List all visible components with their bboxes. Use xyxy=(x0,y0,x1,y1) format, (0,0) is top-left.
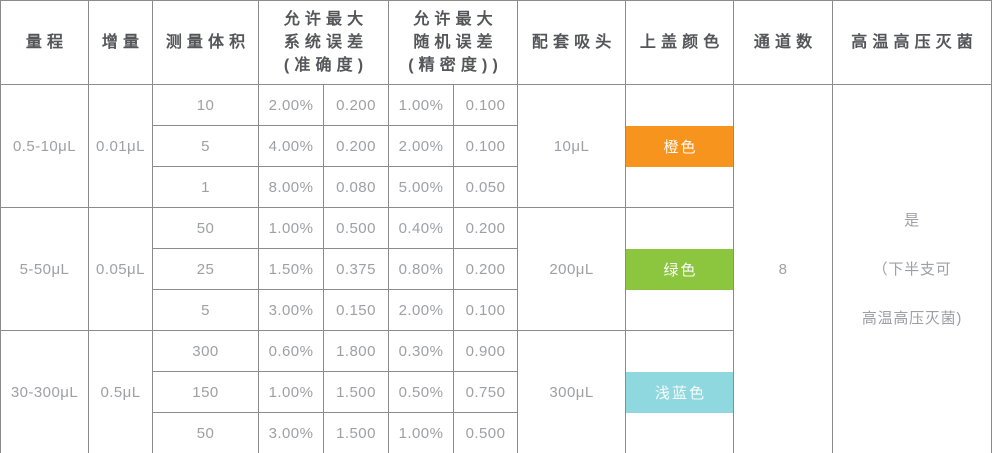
sys-error-header-line2: 系统误差 xyxy=(283,34,369,51)
cover-color-swatch-orange: 橙色 xyxy=(626,125,733,167)
rand-error-pct-cell: 5.00% xyxy=(388,166,454,208)
rand-error-abs-cell: 0.200 xyxy=(452,207,519,249)
rand-error-pct-cell: 2.00% xyxy=(388,289,454,331)
rand-error-abs-cell: 0.750 xyxy=(452,371,519,413)
increment-cell: 0.5μL xyxy=(88,330,153,453)
volume-cell: 50 xyxy=(152,412,259,453)
rand-error-header-line3: (精密度)) xyxy=(408,57,503,74)
table-row: 0.5-10μL 0.01μL 10 2.00% 0.200 1.00% 0.1… xyxy=(0,84,992,453)
rand-error-abs-cell: 0.200 xyxy=(452,248,519,290)
volume-cell: 10 xyxy=(152,84,259,126)
increment-cell: 0.01μL xyxy=(88,84,153,208)
table-row: 30-300μL 0.5μL 300 0.60% 1.800 0.30% 0.9… xyxy=(0,330,992,453)
col-header-autoclave: 高温高压灭菌 xyxy=(832,0,992,85)
autoclave-note-line2: （下半支可 xyxy=(872,260,952,278)
range-cell: 30-300μL xyxy=(0,330,89,453)
col-header-channels: 通道数 xyxy=(733,0,834,85)
rand-error-pct-cell: 0.50% xyxy=(388,371,454,413)
volume-cell: 5 xyxy=(152,125,259,167)
channels-cell: 8 xyxy=(733,84,834,453)
range-cell: 5-50μL xyxy=(0,207,89,331)
volume-cell: 25 xyxy=(152,248,259,290)
cover-color-swatch-green: 绿色 xyxy=(626,248,733,290)
col-header-sys-error: 允许最大 系统误差 (准确度) xyxy=(258,0,389,85)
rand-error-abs-cell: 0.100 xyxy=(452,125,519,167)
sys-error-abs-cell: 1.500 xyxy=(323,412,389,453)
cover-color-cell: 浅蓝色 xyxy=(625,330,735,453)
table-row: 5 4.00% 0.200 2.00% 0.100 xyxy=(1,125,992,167)
rand-error-header-line2: 随机误差 xyxy=(413,34,498,51)
sys-error-abs-cell: 0.500 xyxy=(323,207,389,249)
rand-error-abs-cell: 0.900 xyxy=(452,330,519,372)
autoclave-note-line1: 是 xyxy=(904,211,920,229)
sys-error-abs-cell: 0.200 xyxy=(323,84,389,126)
autoclave-note-line3: 高温高压灭菌) xyxy=(861,309,963,327)
sys-error-pct-cell: 3.00% xyxy=(258,412,324,453)
autoclave-note: 是 （下半支可 高温高压灭菌) xyxy=(834,196,991,343)
sys-error-abs-cell: 1.500 xyxy=(323,371,389,413)
increment-cell: 0.05μL xyxy=(88,207,153,331)
rand-error-abs-cell: 0.500 xyxy=(452,412,519,453)
col-header-cover-color: 上盖颜色 xyxy=(625,0,735,85)
rand-error-abs-cell: 0.100 xyxy=(452,289,519,331)
sys-error-pct-cell: 1.50% xyxy=(258,248,324,290)
sys-error-abs-cell: 0.375 xyxy=(323,248,389,290)
col-header-increment: 增量 xyxy=(88,0,153,85)
sys-error-pct-cell: 0.60% xyxy=(258,330,324,372)
table-row: 5 3.00% 0.150 2.00% 0.100 xyxy=(1,289,992,331)
rand-error-pct-cell: 1.00% xyxy=(388,412,454,453)
tip-cell: 10μL xyxy=(517,84,627,208)
volume-cell: 150 xyxy=(152,371,259,413)
table-row: 50 3.00% 1.500 1.00% 0.500 xyxy=(1,412,992,453)
cover-color-swatch-lightblue: 浅蓝色 xyxy=(626,371,733,413)
sys-error-pct-cell: 3.00% xyxy=(258,289,324,331)
rand-error-abs-cell: 0.050 xyxy=(452,166,519,208)
autoclave-cell: 是 （下半支可 高温高压灭菌) xyxy=(832,84,992,453)
cover-color-cell: 绿色 xyxy=(625,207,735,331)
sys-error-pct-cell: 4.00% xyxy=(258,125,324,167)
col-header-rand-error: 允许最大 随机误差 (精密度)) xyxy=(387,0,519,85)
col-header-tips: 配套吸头 xyxy=(517,0,627,85)
volume-cell: 50 xyxy=(152,207,259,249)
sys-error-abs-cell: 1.800 xyxy=(323,330,389,372)
sys-error-abs-cell: 0.200 xyxy=(323,125,389,167)
tip-cell: 300μL xyxy=(517,330,627,453)
rand-error-pct-cell: 0.80% xyxy=(388,248,454,290)
rand-error-pct-cell: 1.00% xyxy=(388,84,454,126)
col-header-range: 量程 xyxy=(0,0,89,85)
range-cell: 0.5-10μL xyxy=(0,84,89,208)
table-row: 150 1.00% 1.500 0.50% 0.750 xyxy=(1,371,992,413)
table-row: 25 1.50% 0.375 0.80% 0.200 xyxy=(1,248,992,290)
sys-error-pct-cell: 1.00% xyxy=(258,371,324,413)
rand-error-pct-cell: 0.30% xyxy=(388,330,454,372)
volume-cell: 5 xyxy=(152,289,259,331)
volume-cell: 300 xyxy=(152,330,259,372)
header-row: 量程 增量 测量体积 允许最大 系统误差 (准确度) 允许最大 随机误差 (精密… xyxy=(0,0,992,85)
volume-cell: 1 xyxy=(152,166,259,208)
sys-error-pct-cell: 8.00% xyxy=(258,166,324,208)
table-row: 1 8.00% 0.080 5.00% 0.050 xyxy=(1,166,992,208)
sys-error-header-line1: 允许最大 xyxy=(283,11,369,28)
rand-error-header-line1: 允许最大 xyxy=(413,11,498,28)
sys-error-pct-cell: 1.00% xyxy=(258,207,324,249)
rand-error-pct-cell: 0.40% xyxy=(388,207,454,249)
rand-error-abs-cell: 0.100 xyxy=(452,84,519,126)
sys-error-pct-cell: 2.00% xyxy=(258,84,324,126)
cover-color-cell: 橙色 xyxy=(625,84,735,208)
sys-error-abs-cell: 0.150 xyxy=(323,289,389,331)
sys-error-abs-cell: 0.080 xyxy=(323,166,389,208)
tip-cell: 200μL xyxy=(517,207,627,331)
table-row: 5-50μL 0.05μL 50 1.00% 0.500 0.40% 0.200… xyxy=(0,207,992,331)
sys-error-header-line3: (准确度) xyxy=(283,57,369,74)
rand-error-pct-cell: 2.00% xyxy=(388,125,454,167)
col-header-volume: 测量体积 xyxy=(152,0,259,85)
